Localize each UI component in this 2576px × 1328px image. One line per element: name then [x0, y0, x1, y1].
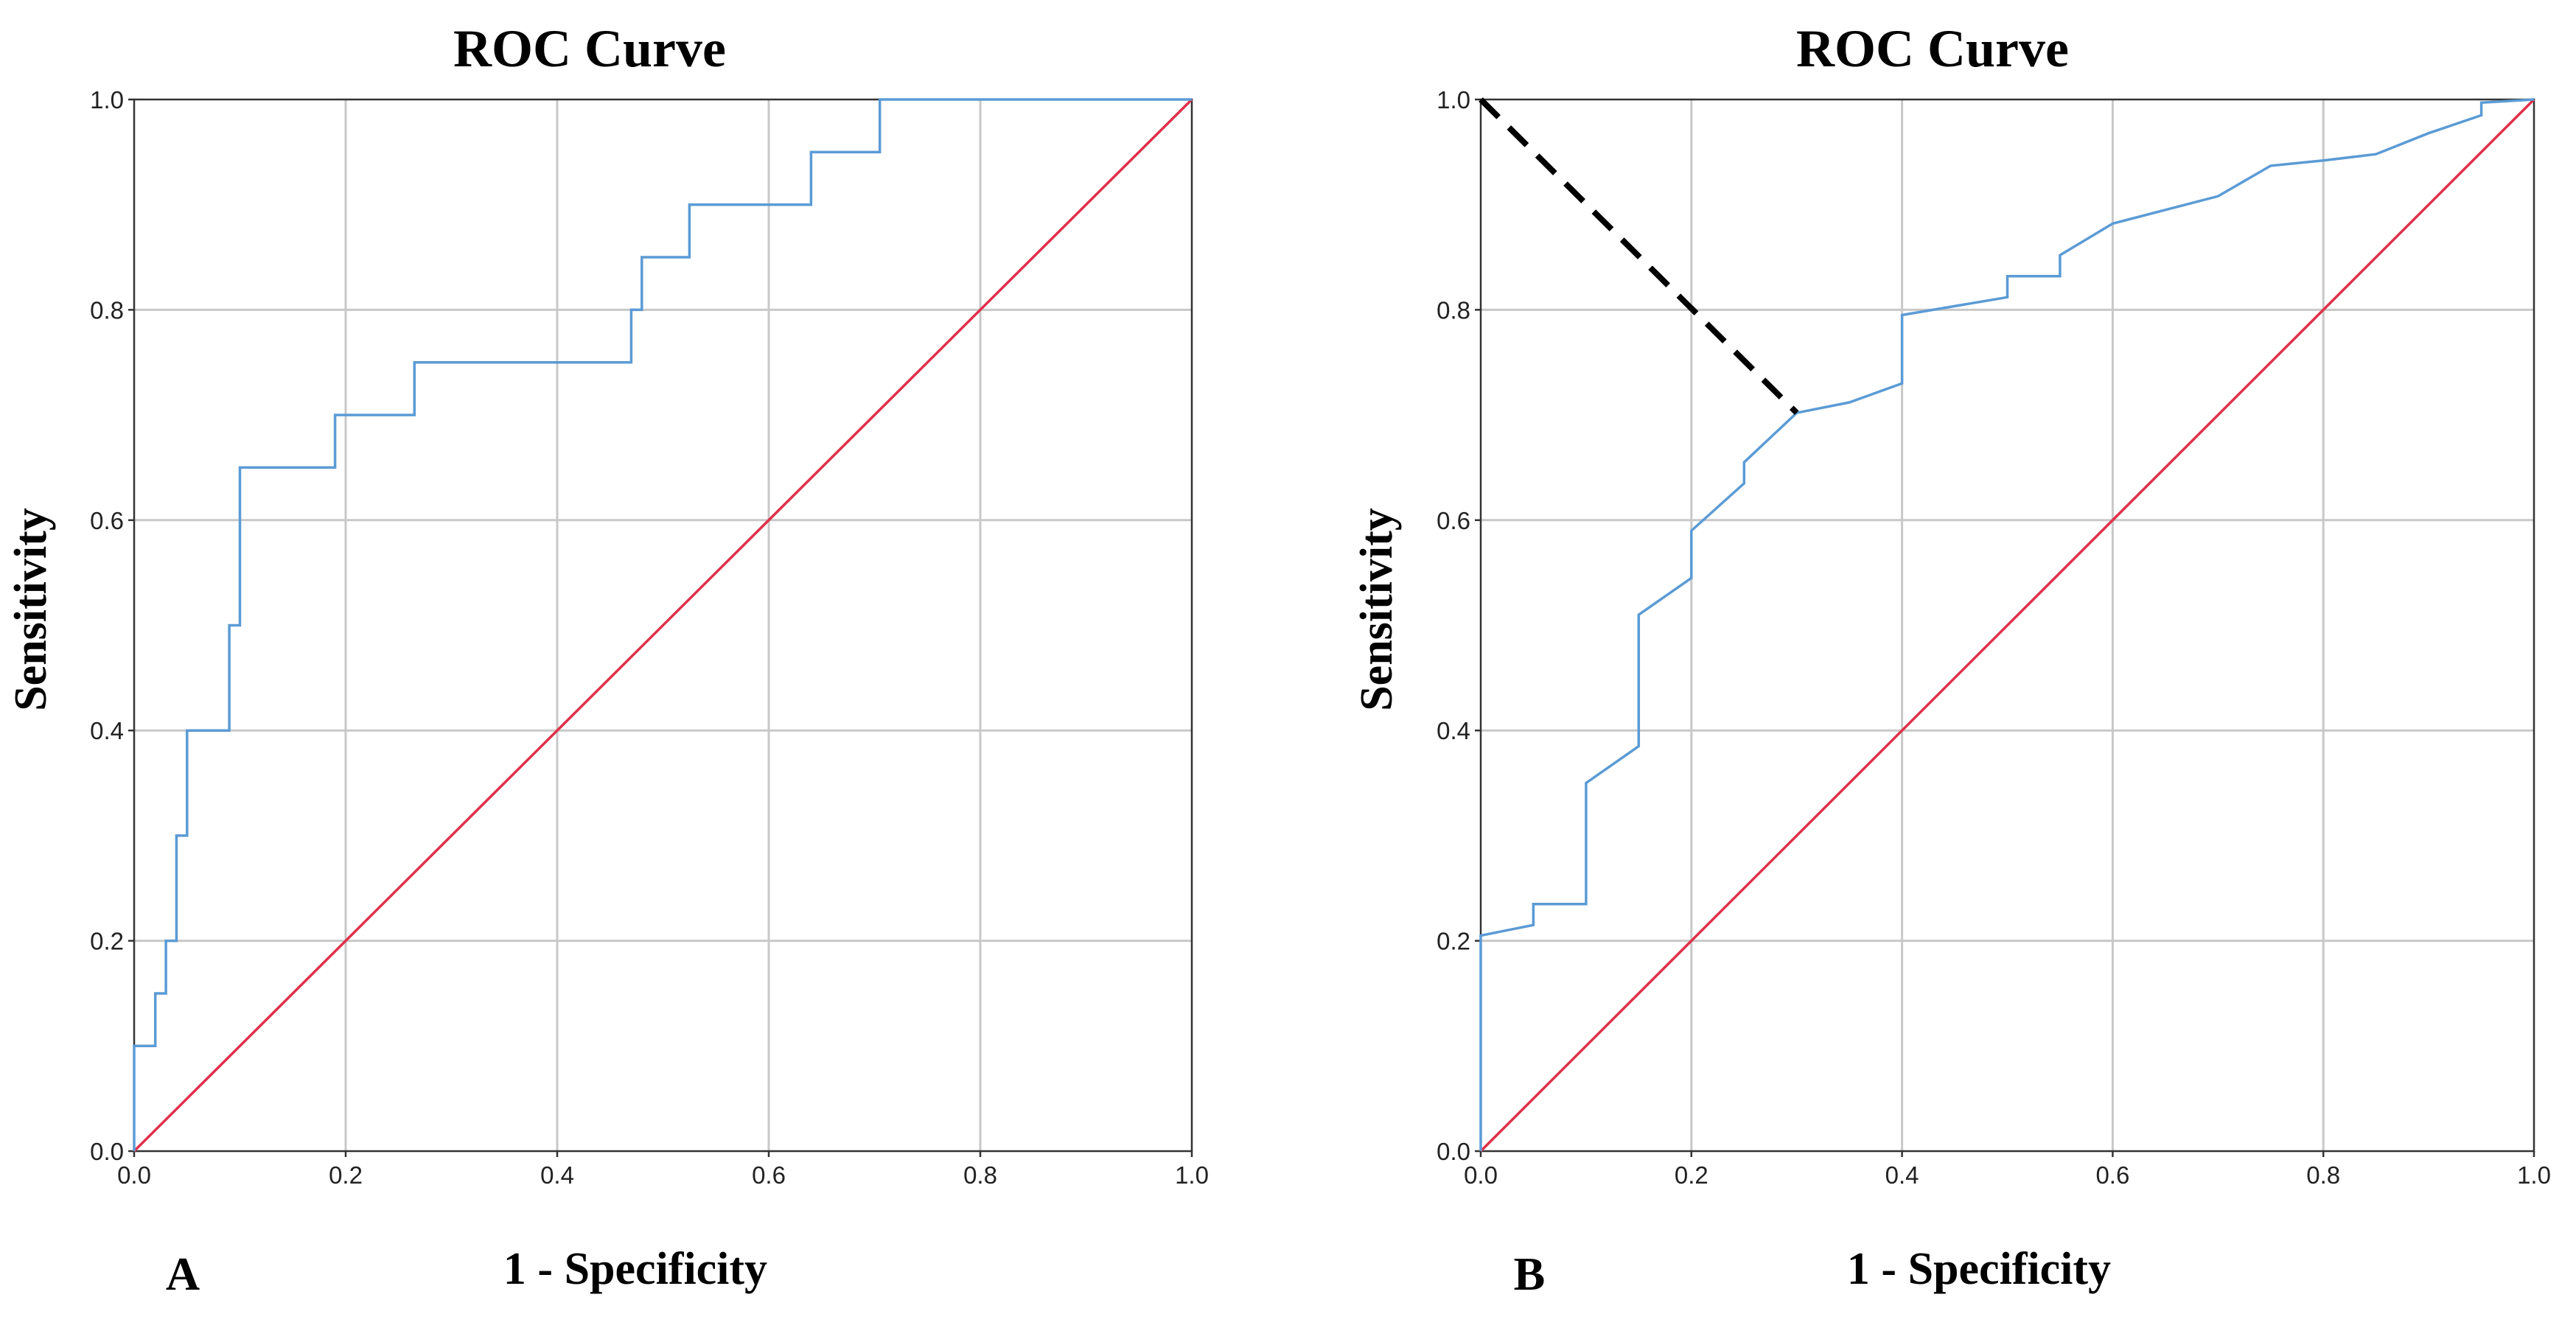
panel-a-y-tick-label: 0.4	[90, 717, 124, 744]
panel-b-letter: B	[1514, 1248, 1546, 1300]
panel-b-reference-line	[1479, 98, 2535, 1153]
panel-b-x-tick-label: 0.4	[1885, 1161, 1919, 1189]
panel-a-plot-frame	[133, 98, 1193, 1153]
panel-a-ylabel: Sensitivity	[6, 508, 56, 711]
panel-b-cutoff-distance	[1479, 97, 1799, 416]
panel-a-y-tick-label: 1.0	[90, 86, 124, 113]
panel-b-y-tick-label: 0.4	[1437, 717, 1470, 744]
panel-b-y-tick-label: 0.6	[1437, 507, 1470, 534]
panel-b-x-tick-label: 0.0	[1464, 1161, 1498, 1189]
panel-b-y-tick-label: 0.0	[1437, 1138, 1470, 1165]
panel-b-y-tick-label: 0.8	[1437, 296, 1470, 324]
panel-b-y-tick-label: 0.2	[1437, 928, 1470, 955]
panel-b-y-tick-label: 1.0	[1437, 86, 1470, 113]
panel-a-y-tick-label: 0.8	[90, 296, 124, 324]
panel-a-x-tick-label: 1.0	[1175, 1161, 1209, 1189]
panel-a-y-tick-label: 0.6	[90, 507, 124, 534]
panel-b-plot-area: 0.0 0.2 0.4 0.6 0.8 1.0 0.0 0.2 0.4 0.6 0.8 1.0	[1437, 86, 2551, 1189]
panel-a: ROC Curve Sensitivity 1 - Specificity A …	[6, 19, 1209, 1300]
panel-a-x-tick-label: 0.0	[117, 1161, 151, 1189]
panel-b-x-tick-label: 0.6	[2095, 1161, 2129, 1189]
panel-b-x-tick-label: 0.2	[1675, 1161, 1708, 1189]
panel-b-x-tick-label: 1.0	[2517, 1161, 2551, 1189]
panel-b-xlabel: 1 - Specificity	[1847, 1244, 2111, 1294]
panel-a-title: ROC Curve	[453, 19, 726, 78]
panel-a-x-tick-label: 0.6	[752, 1161, 786, 1189]
panel-a-plot-area: 0.0 0.2 0.4 0.6 0.8 1.0 0.0 0.2 0.4 0.6 0.8 1.0	[90, 86, 1209, 1189]
panel-b: ROC Curve Sensitivity 1 - Specificity B …	[1352, 19, 2551, 1300]
panel-b-plot-frame	[1479, 98, 2535, 1153]
panel-a-reference-line	[133, 98, 1193, 1153]
panel-b-ylabel: Sensitivity	[1352, 508, 1402, 711]
panel-a-xlabel: 1 - Specificity	[503, 1244, 767, 1294]
panel-a-y-tick-label: 0.0	[90, 1138, 124, 1165]
panel-a-x-tick-label: 0.8	[963, 1161, 997, 1189]
panel-a-letter: A	[166, 1248, 200, 1300]
panel-a-x-tick-label: 0.4	[540, 1161, 574, 1189]
panel-a-y-tick-label: 0.2	[90, 928, 124, 955]
panel-b-title: ROC Curve	[1796, 19, 2069, 78]
panel-a-x-tick-label: 0.2	[329, 1161, 363, 1189]
panel-a-roc-curve	[133, 98, 1192, 1151]
panel-b-roc-curve	[1479, 98, 2535, 1151]
panel-b-x-tick-label: 0.8	[2306, 1161, 2340, 1189]
